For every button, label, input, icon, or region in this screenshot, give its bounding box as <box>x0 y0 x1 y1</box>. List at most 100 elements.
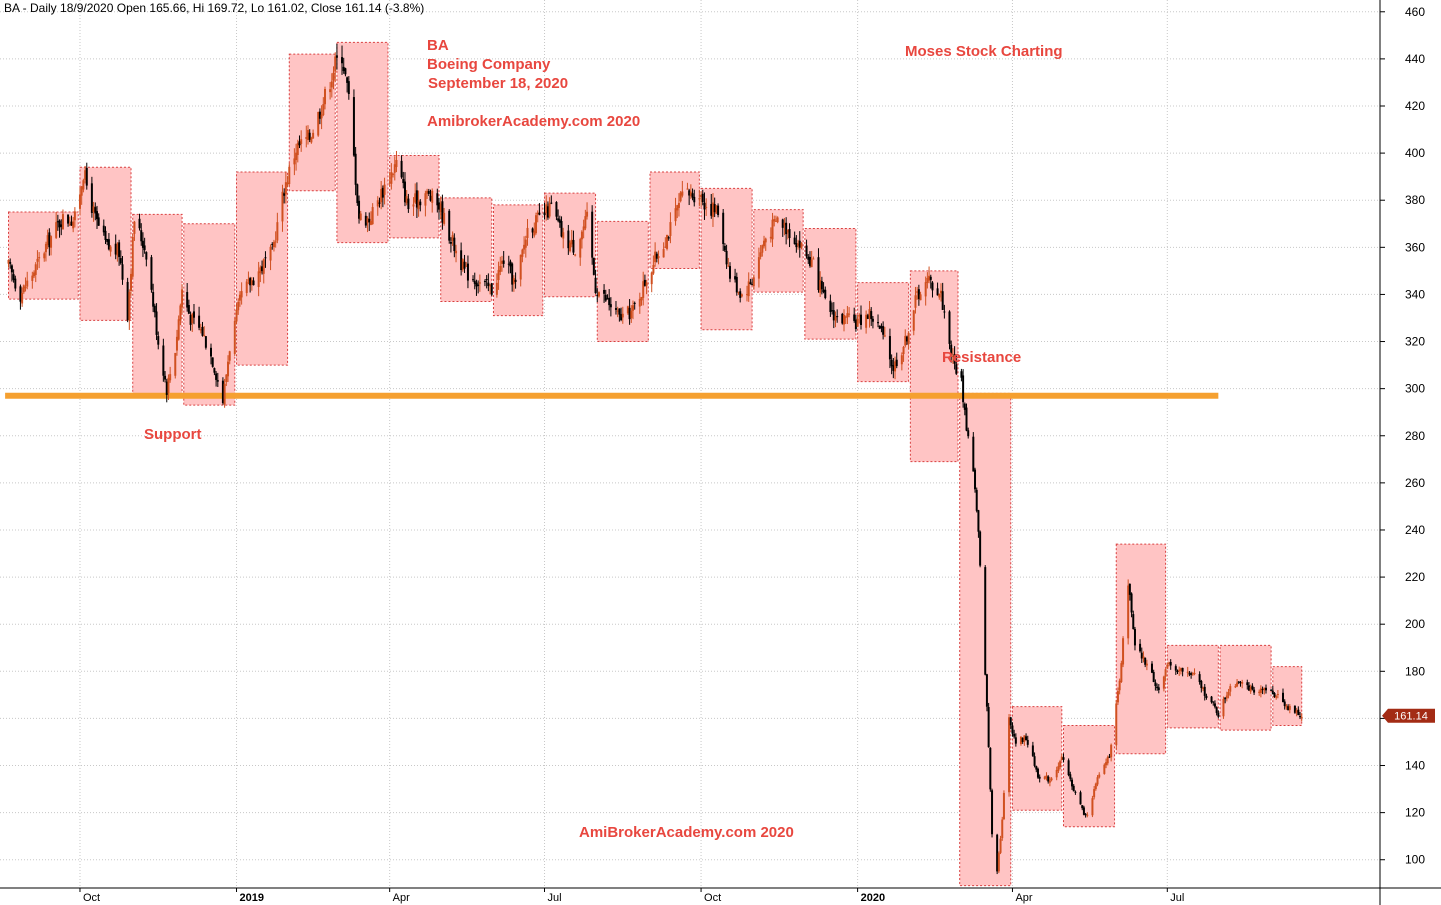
candle-body <box>296 143 299 155</box>
candle-body <box>436 193 439 206</box>
candle-body <box>1001 819 1004 839</box>
candle-body <box>157 336 160 345</box>
candle-body <box>1013 733 1016 737</box>
candle-body <box>1122 638 1125 665</box>
candle-body <box>1239 681 1242 683</box>
candle-body <box>548 203 551 217</box>
candle-body <box>187 305 190 314</box>
candle-body <box>543 212 546 216</box>
candle-body <box>1128 583 1131 595</box>
candle-body <box>882 326 885 335</box>
y-tick-label: 440 <box>1405 52 1425 66</box>
candle-body <box>495 282 498 295</box>
candle-body <box>698 198 701 200</box>
candle-body <box>771 219 774 240</box>
candle-body <box>579 239 582 258</box>
candle-body <box>836 316 839 318</box>
candle-body <box>652 265 655 274</box>
candle-body <box>1241 682 1244 684</box>
candle-body <box>557 218 560 221</box>
candle-body <box>535 215 538 234</box>
candle-body <box>460 250 463 270</box>
candle-body <box>967 430 970 437</box>
candle-body <box>38 257 41 259</box>
candle-body <box>449 241 452 244</box>
month-range-box <box>1011 706 1063 811</box>
candle-body <box>427 190 430 194</box>
candle-body <box>1191 673 1194 675</box>
candle-body <box>842 314 845 325</box>
candle-body <box>276 222 279 241</box>
candle-body <box>502 260 505 264</box>
candle-body <box>1203 686 1206 696</box>
candle-body <box>1050 778 1053 781</box>
candle-body <box>701 193 704 203</box>
y-tick-label: 260 <box>1405 476 1425 490</box>
candle-body <box>645 282 648 286</box>
candle-body <box>853 314 856 321</box>
candle-body <box>1154 682 1157 687</box>
candle-body <box>536 212 539 215</box>
candle-body <box>951 356 954 358</box>
candle-body <box>1071 779 1074 787</box>
candle-body <box>746 294 749 296</box>
candle-body <box>614 308 617 310</box>
candle-body <box>424 193 427 206</box>
candle-body <box>616 310 619 312</box>
candle-body <box>507 263 510 265</box>
candle-body <box>914 295 917 308</box>
candle-body <box>104 230 107 241</box>
candle-body <box>308 132 311 140</box>
candle-body <box>439 203 442 213</box>
candle-body <box>667 237 670 239</box>
candle-body <box>975 489 978 511</box>
candle-body <box>664 246 667 248</box>
candle-body <box>1133 629 1136 646</box>
candle-body <box>786 229 789 233</box>
candle-body <box>368 218 371 223</box>
candle-body <box>284 182 287 195</box>
candle-body <box>1166 664 1169 669</box>
candle-body <box>181 289 184 308</box>
candle-body <box>475 282 478 287</box>
candle-body <box>199 329 202 331</box>
candle-body <box>783 223 786 226</box>
candle-body <box>489 285 492 287</box>
candle-body <box>201 326 204 336</box>
candle-body <box>403 181 406 203</box>
candle-body <box>1169 661 1172 666</box>
candle-body <box>1110 744 1113 758</box>
candle-body <box>322 104 325 116</box>
candle-body <box>987 706 990 748</box>
month-range-box <box>1166 644 1219 729</box>
x-tick-label: Jul <box>548 892 562 904</box>
candle-body <box>1082 807 1085 815</box>
candle-body <box>261 266 264 272</box>
candle-body <box>751 284 754 286</box>
candle-body <box>926 277 929 283</box>
candle-body <box>332 72 335 81</box>
candle-body <box>487 282 490 287</box>
candle-body <box>72 221 75 229</box>
candle-body <box>121 264 124 280</box>
candle-body <box>880 326 883 328</box>
candle-body <box>1273 693 1276 698</box>
candle-body <box>962 375 965 403</box>
candle-body <box>1174 666 1177 671</box>
candle-body <box>221 380 224 403</box>
candle-body <box>9 262 12 264</box>
month-range-box <box>1063 724 1116 828</box>
candle-body <box>511 263 514 285</box>
candle-body <box>225 374 228 383</box>
candle-body <box>764 238 767 243</box>
candle-body <box>186 292 189 308</box>
candle-body <box>335 55 338 58</box>
candle-body <box>466 263 469 281</box>
candle-body <box>1210 696 1213 703</box>
candle-body <box>1168 662 1171 664</box>
candle-body <box>1213 703 1216 707</box>
candle-body <box>352 97 355 156</box>
candle-body <box>832 310 835 321</box>
candle-body <box>272 241 275 248</box>
candle-body <box>116 243 119 256</box>
